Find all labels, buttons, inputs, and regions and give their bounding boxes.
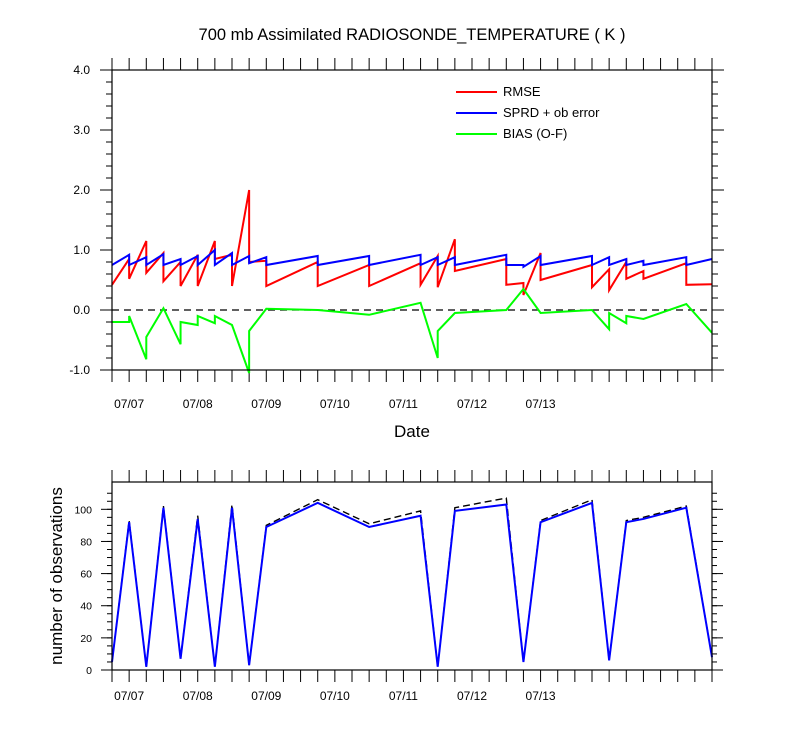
x-tick-label: 07/10 <box>320 689 350 703</box>
x-tick-label: 07/12 <box>457 397 487 411</box>
x-tick-label: 07/13 <box>526 689 556 703</box>
plot-frame <box>111 69 713 371</box>
x-tick-label: 07/07 <box>114 397 144 411</box>
x-axis-label: Date <box>394 422 430 441</box>
y-tick-label: 60 <box>80 569 92 581</box>
observations-total-dashed-line <box>111 497 713 667</box>
y-tick-label: 40 <box>80 601 92 613</box>
y-tick-label: 0.0 <box>73 303 90 317</box>
chart-title: 700 mb Assimilated RADIOSONDE_TEMPERATUR… <box>199 26 626 44</box>
y-tick-label: 2.0 <box>73 183 90 197</box>
x-tick-label: 07/13 <box>526 397 556 411</box>
x-tick-label: 07/09 <box>251 689 281 703</box>
x-tick-label: 07/08 <box>183 397 213 411</box>
series-line-rmse <box>111 189 713 296</box>
observations-panel: 0 20 40 60 80 100 07/07 07/08 07/09 07/10 07/11 07/… <box>47 470 723 703</box>
x-tick-label: 07/07 <box>114 689 144 703</box>
x-tick-label: 07/10 <box>320 397 350 411</box>
y-tick-label: 4.0 <box>73 63 90 77</box>
y-tick-label: 1.0 <box>73 243 90 257</box>
x-tick-label: 07/12 <box>457 689 487 703</box>
y-axis-label: number of observations <box>47 487 66 665</box>
legend-label: SPRD + ob error <box>503 105 600 120</box>
series-line-sprd-ob-error <box>111 247 713 269</box>
legend: RMSE SPRD + ob error BIAS (O-F) <box>456 84 600 141</box>
x-tick-label: 07/08 <box>183 689 213 703</box>
x-tick-label: 07/11 <box>389 689 418 703</box>
y-tick-label: 100 <box>74 504 92 516</box>
x-tick-label: 07/11 <box>389 397 418 411</box>
x-tick-label: 07/09 <box>251 397 281 411</box>
observations-assimilated-line <box>111 501 713 667</box>
stats-panel: 700 mb Assimilated RADIOSONDE_TEMPERATUR… <box>69 26 724 441</box>
series-line-bias-o-f <box>112 287 713 374</box>
y-tick-label: 20 <box>80 633 92 645</box>
plot-frame <box>111 481 713 671</box>
legend-label: RMSE <box>503 84 541 99</box>
y-tick-label: 3.0 <box>73 123 90 137</box>
y-tick-label: -1.0 <box>69 363 90 377</box>
y-tick-label: 0 <box>86 665 92 677</box>
legend-label: BIAS (O-F) <box>503 126 567 141</box>
y-tick-label: 80 <box>80 536 92 548</box>
